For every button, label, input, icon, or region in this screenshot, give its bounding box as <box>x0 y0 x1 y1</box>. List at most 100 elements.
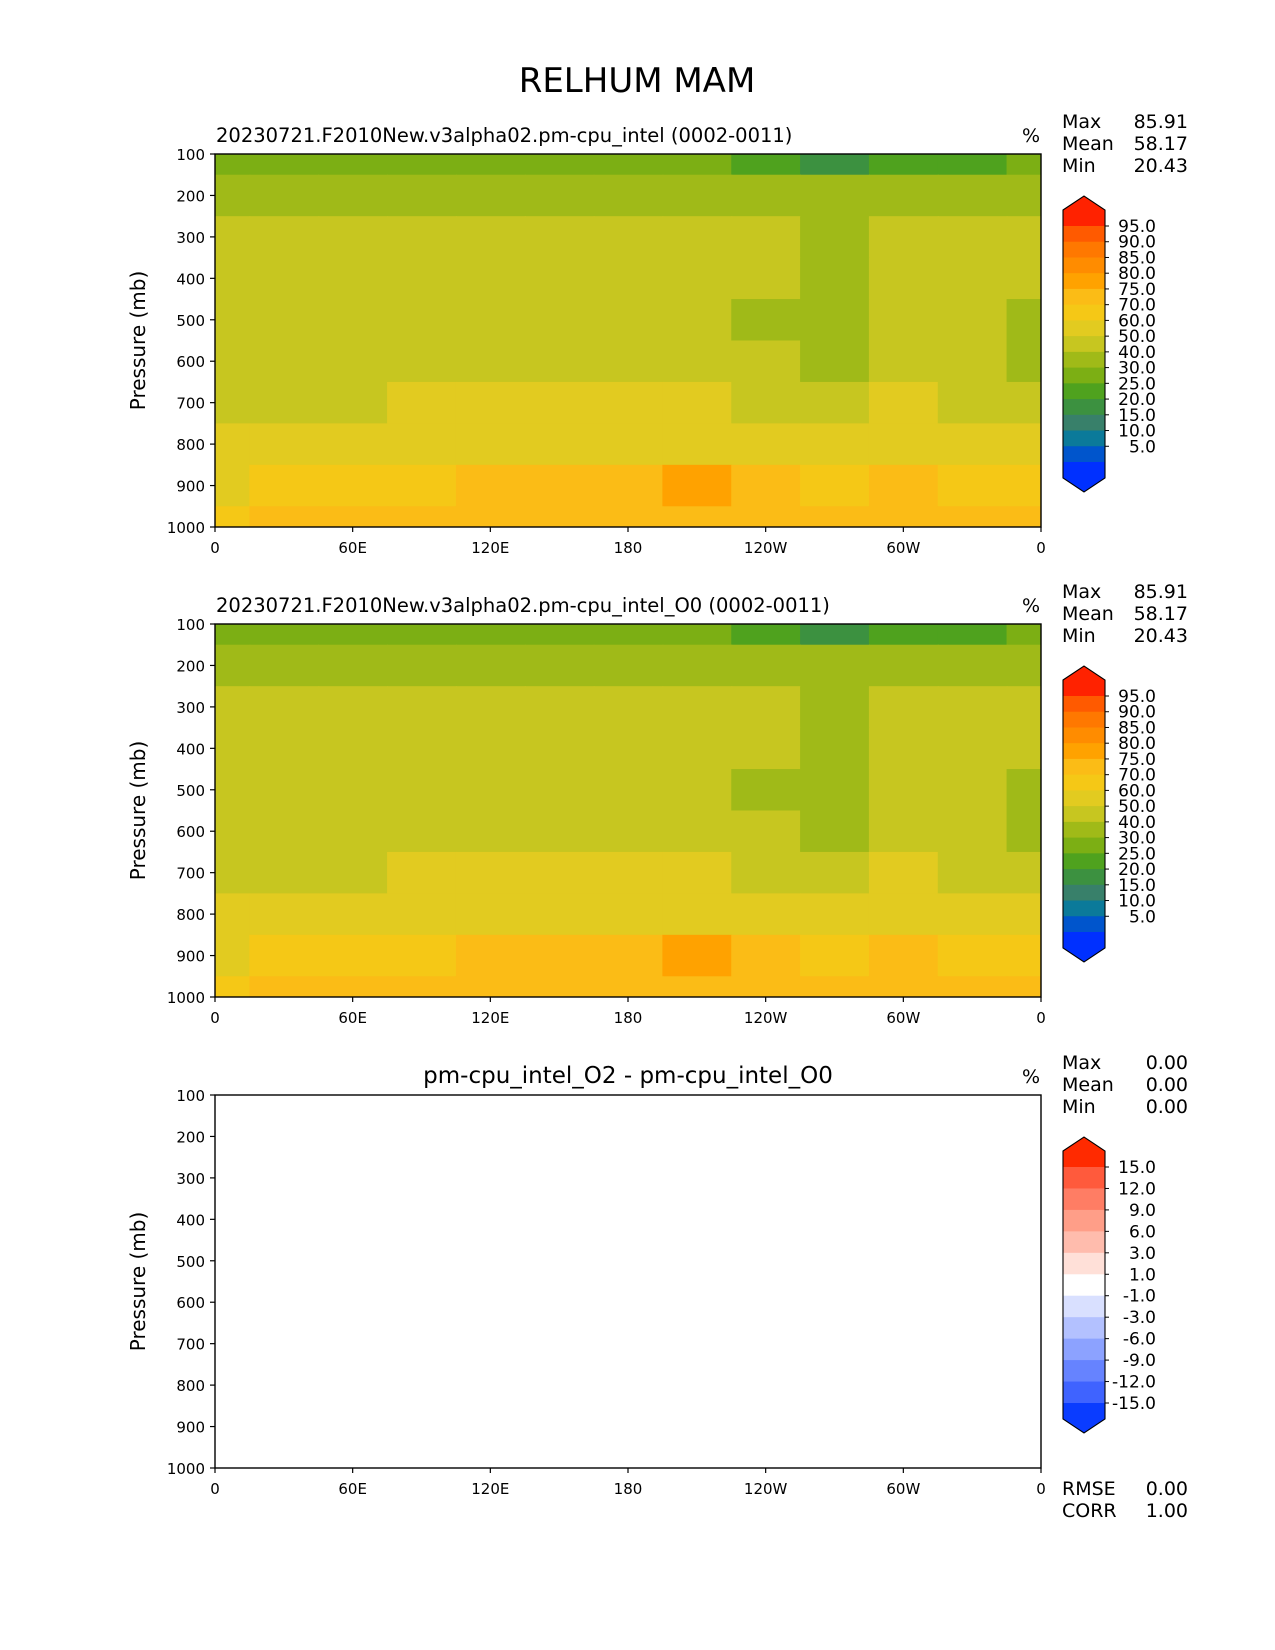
stat-label: Max <box>1062 581 1101 603</box>
contour-cell <box>455 851 526 895</box>
stat-label: Max <box>1062 111 1101 133</box>
contour-cell <box>215 423 251 466</box>
x-tick-label: 180 <box>614 539 643 557</box>
contour-cell <box>593 727 664 771</box>
contour-cell <box>937 727 1008 771</box>
y-tick-label: 400 <box>176 270 205 288</box>
contour-cell <box>731 851 802 895</box>
contour-cell <box>937 686 1008 729</box>
contour-cell <box>1006 893 1041 936</box>
contour-cell <box>593 893 664 936</box>
colorbar-label: 10.0 <box>1118 892 1156 912</box>
contour-cell <box>593 154 664 176</box>
colorbar-segment <box>1063 336 1105 353</box>
contour-cell <box>387 340 457 383</box>
y-tick-label: 100 <box>176 146 205 164</box>
contour-cell <box>868 340 939 383</box>
contour-cell <box>1006 810 1041 853</box>
contour-cell <box>455 769 526 812</box>
colorbar-segment <box>1063 1317 1105 1340</box>
contour-cell <box>215 934 251 978</box>
colorbar-label: -3.0 <box>1123 1308 1156 1328</box>
contour-cell <box>387 257 457 301</box>
colorbar-segment <box>1063 727 1105 744</box>
contour-cell <box>249 154 320 176</box>
colorbar-label: 80.0 <box>1118 264 1156 284</box>
contour-cell <box>524 340 595 383</box>
contour-cell <box>1006 381 1041 425</box>
contour-cell <box>593 810 664 853</box>
contour-cell <box>731 340 802 383</box>
stat-value: 20.43 <box>1134 625 1188 647</box>
colorbar: 15.012.09.06.03.01.0-1.0-3.0-6.0-9.0-12.… <box>1062 1136 1156 1434</box>
contour-cell <box>387 299 457 342</box>
colorbar-segment <box>1063 367 1105 384</box>
contour-cell <box>455 340 526 383</box>
contour-cell <box>868 154 939 176</box>
stat-value: 0.00 <box>1146 1096 1188 1118</box>
colorbar-segment <box>1063 257 1105 274</box>
units-label: % <box>1022 1066 1040 1088</box>
contour-cell <box>249 934 320 978</box>
contour-cell <box>662 340 733 383</box>
colorbar-segment <box>1063 1188 1105 1211</box>
colorbar-segment <box>1063 696 1105 713</box>
contour-cell <box>215 154 251 176</box>
colorbar-segment <box>1063 900 1105 917</box>
contour-cell <box>249 976 320 997</box>
x-tick-label: 60E <box>338 1009 367 1027</box>
contour-cell <box>731 810 802 853</box>
contour-cell <box>524 976 595 997</box>
contour-cell <box>731 381 802 425</box>
contour-cell <box>662 381 733 425</box>
contour-cell <box>455 644 526 688</box>
contour-cell <box>800 381 870 425</box>
y-tick-label: 300 <box>176 229 205 247</box>
contour-cell <box>455 464 526 508</box>
contour-cell <box>868 299 939 342</box>
colorbar-extend-top <box>1063 666 1105 696</box>
contour-cell <box>455 381 526 425</box>
contour-cell <box>249 174 320 218</box>
colorbar-label: 50.0 <box>1118 797 1156 817</box>
colorbar-segment <box>1063 414 1105 432</box>
colorbar-segment <box>1063 1209 1105 1232</box>
contour-cell <box>387 851 457 895</box>
contour-cell <box>731 624 802 646</box>
y-tick-label: 900 <box>176 1419 205 1437</box>
contour-cell <box>731 769 802 812</box>
contour-cell <box>249 624 320 646</box>
contour-cell <box>318 381 389 425</box>
panel-title: pm-cpu_intel_O2 - pm-cpu_intel_O0 <box>423 1063 833 1089</box>
colorbar-label: 95.0 <box>1118 687 1156 707</box>
colorbar-label: 5.0 <box>1129 907 1156 927</box>
colorbar-label: -15.0 <box>1112 1394 1156 1414</box>
y-tick-label: 200 <box>176 657 205 675</box>
y-tick-label: 1000 <box>167 519 205 537</box>
colorbar-label: 12.0 <box>1118 1179 1156 1199</box>
contour-cell <box>937 464 1008 508</box>
contour-cell <box>318 154 389 176</box>
contour-cell <box>215 893 251 936</box>
y-tick-label: 800 <box>176 1377 205 1395</box>
contour-cell <box>800 464 870 508</box>
stat-label: CORR <box>1062 1500 1117 1522</box>
contour-cell <box>249 257 320 301</box>
contour-cell <box>868 506 939 527</box>
stat-label: Mean <box>1062 1074 1114 1096</box>
contour-cell <box>524 769 595 812</box>
contour-cell <box>800 686 870 729</box>
contour-cell <box>937 893 1008 936</box>
colorbar-label: 60.0 <box>1118 781 1156 801</box>
contour-cell <box>249 381 320 425</box>
colorbar-label: -6.0 <box>1123 1330 1156 1350</box>
contour-cell <box>215 506 251 527</box>
colorbar-extend-bottom <box>1063 1403 1105 1433</box>
contour-cell <box>455 976 526 997</box>
contour-cell <box>800 506 870 527</box>
contour-cell <box>455 727 526 771</box>
colorbar-segment <box>1063 853 1105 870</box>
x-tick-label: 60W <box>886 539 920 557</box>
y-tick-label: 1000 <box>167 1460 205 1478</box>
contour-field <box>215 154 1041 527</box>
